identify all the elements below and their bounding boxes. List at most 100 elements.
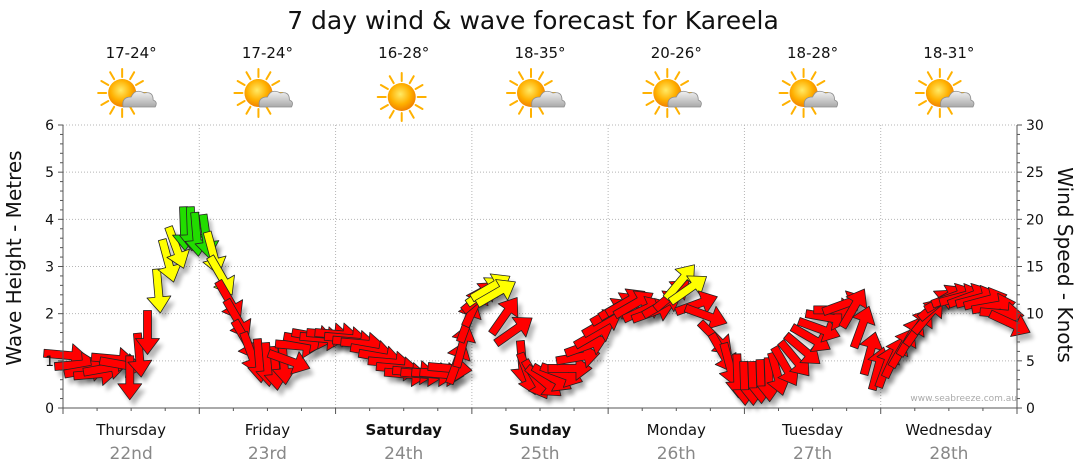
sun-ray xyxy=(946,71,953,81)
y2-axis-title: Wind Speed - Knots xyxy=(1053,167,1077,363)
sun-ray xyxy=(538,105,544,115)
sun-ray xyxy=(645,100,655,106)
cloud-shape xyxy=(122,90,157,108)
sun-ray xyxy=(680,80,690,86)
sun-ray xyxy=(790,71,797,81)
day-name-label: Wednesday xyxy=(905,421,992,439)
day-date-label: 23rd xyxy=(248,444,287,464)
sun-ray xyxy=(781,100,791,106)
day-date-label: 26th xyxy=(657,444,696,464)
sun-ray xyxy=(236,80,246,86)
temperature-label: 18-28° xyxy=(787,44,838,62)
sun-ray xyxy=(129,71,136,81)
cloud-shape xyxy=(258,90,293,108)
sun-ray xyxy=(100,100,110,106)
sun-ray xyxy=(414,84,424,90)
y-tick-label: 2 xyxy=(45,307,54,323)
cloud-shape xyxy=(667,90,702,108)
wind-arrow xyxy=(164,225,190,269)
day-date-label: 22nd xyxy=(110,444,153,464)
y2-tick-label: 20 xyxy=(1026,212,1044,228)
sun-ray xyxy=(245,105,252,115)
temperature-label: 20-26° xyxy=(651,44,702,62)
sun-ray xyxy=(100,80,110,86)
chart-title: 7 day wind & wave forecast for Kareela xyxy=(287,6,779,35)
sun-icon xyxy=(376,72,427,122)
sun-ray xyxy=(946,105,953,115)
sun-ray xyxy=(926,71,933,81)
sun-ray xyxy=(509,80,519,86)
day-date-label: 24th xyxy=(384,444,423,464)
sun-ray xyxy=(265,105,272,115)
sun-ray xyxy=(245,71,252,81)
sun-ray xyxy=(408,109,415,119)
day-date-label: 27th xyxy=(793,444,832,464)
sun-ray xyxy=(414,104,424,110)
sun-ray xyxy=(134,80,144,86)
sun-ray xyxy=(538,71,544,81)
temperature-label: 16-28° xyxy=(378,44,429,62)
sun-ray xyxy=(674,71,681,81)
y2-tick-label: 25 xyxy=(1026,165,1044,181)
wind-arrow xyxy=(266,349,311,375)
wind-arrow xyxy=(202,230,227,275)
sun-ray xyxy=(790,105,797,115)
day-name-label: Monday xyxy=(647,421,706,439)
wind-arrow xyxy=(493,316,533,347)
day-date-label: 28th xyxy=(929,444,968,464)
y-tick-label: 5 xyxy=(45,165,54,181)
sun-ray xyxy=(918,80,928,86)
y-tick-label: 3 xyxy=(45,260,54,276)
cloud-shape xyxy=(803,90,839,108)
sun-ray xyxy=(388,75,395,85)
cloud-shape xyxy=(940,90,975,108)
sun-ray xyxy=(810,71,817,81)
sun-ray xyxy=(543,80,553,86)
y2-tick-label: 15 xyxy=(1026,260,1044,276)
cloud-shape xyxy=(531,90,566,108)
sun-ray xyxy=(109,71,116,81)
sun-ray xyxy=(388,109,395,119)
axes: 0 1 2 3 4 5 6 0 5 10 15 20 25 30 Thursday 22nd Friday 23r… xyxy=(45,118,1044,464)
sun-ray xyxy=(810,105,817,115)
day-name-label: Sunday xyxy=(509,421,572,439)
sun-ray xyxy=(645,80,655,86)
wind-arrow xyxy=(135,310,160,355)
y2-tick-label: 10 xyxy=(1026,307,1044,323)
temperature-label: 18-35° xyxy=(514,44,565,62)
day-name-label: Saturday xyxy=(366,421,443,439)
sun-disc xyxy=(387,83,416,111)
day-name-label: Tuesday xyxy=(781,421,843,439)
wind-arrow xyxy=(488,297,519,337)
sun-ray xyxy=(816,80,826,86)
sun-ray xyxy=(952,80,962,86)
y-tick-label: 6 xyxy=(45,118,54,134)
wind-arrow xyxy=(206,254,235,296)
sun-ray xyxy=(408,75,415,85)
partly-cloudy-icon xyxy=(233,68,293,118)
temperature-label: 17-24° xyxy=(242,44,293,62)
partly-cloudy-icon xyxy=(778,68,839,118)
sun-ray xyxy=(265,71,272,81)
partly-cloudy-icon xyxy=(642,68,702,118)
partly-cloudy-icon xyxy=(914,68,975,118)
wind-arrow xyxy=(849,305,876,350)
day-date-label: 25th xyxy=(520,444,559,464)
sun-ray xyxy=(674,105,681,115)
day-name-label: Friday xyxy=(245,421,291,439)
y2-tick-label: 30 xyxy=(1026,118,1044,134)
sun-ray xyxy=(271,80,281,86)
wind-arrows xyxy=(43,206,1031,406)
sun-ray xyxy=(654,105,661,115)
temperature-label: 18-31° xyxy=(923,44,974,62)
sun-ray xyxy=(379,104,389,110)
y-tick-label: 1 xyxy=(45,354,54,370)
y2-tick-label: 5 xyxy=(1026,354,1035,370)
sun-ray xyxy=(379,84,389,90)
wind-arrow xyxy=(988,309,1031,337)
sun-ray xyxy=(918,100,928,106)
sun-ray xyxy=(654,71,661,81)
y-tick-label: 4 xyxy=(45,212,54,228)
y2-tick-label: 0 xyxy=(1026,401,1035,417)
